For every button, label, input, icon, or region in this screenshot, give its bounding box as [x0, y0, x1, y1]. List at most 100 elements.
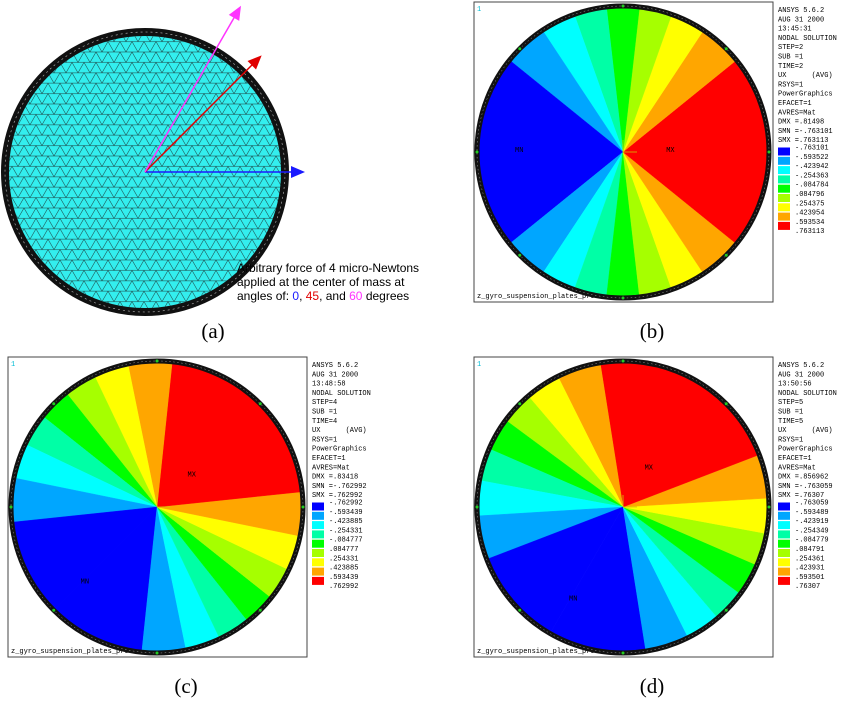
node-marker — [622, 297, 625, 300]
legend-header: RSYS=1 — [778, 436, 803, 444]
node-marker — [259, 402, 262, 405]
legend-header: SMN =-.763059 — [778, 483, 833, 491]
legend-header: AUG 31 2000 — [312, 371, 358, 379]
legend-header: NODAL SOLUTION — [312, 390, 371, 398]
node-marker — [768, 151, 771, 154]
legend-level: -.254331 — [329, 527, 363, 535]
legend-level: -.763059 — [795, 500, 829, 508]
node-marker — [259, 609, 262, 612]
legend-level: -.423885 — [329, 518, 363, 526]
figure: Arbitrary force of 4 micro-Newtons appli… — [0, 0, 841, 709]
legend-header: NODAL SOLUTION — [778, 35, 837, 43]
legend-level: .763113 — [795, 228, 824, 236]
min-marker: MN — [81, 578, 89, 586]
legend-level: .084796 — [795, 191, 824, 199]
legend-level: -.254349 — [795, 527, 829, 535]
legend-swatch — [312, 549, 324, 557]
legend-header: UX (AVG) — [312, 427, 367, 435]
angle-value: 45 — [306, 289, 320, 303]
annotation-text: , — [299, 289, 306, 303]
legend-level: -.763101 — [795, 145, 829, 153]
legend-swatch — [778, 194, 790, 202]
legend-header: RSYS=1 — [778, 81, 803, 89]
legend-header: AVRES=Mat — [312, 464, 350, 472]
legend-swatch — [778, 203, 790, 211]
legend-swatch — [312, 521, 324, 529]
result-panel: 1z_gyro_suspension_plates_proofmassMNMXA… — [474, 357, 837, 698]
legend-level: .084777 — [329, 546, 358, 554]
legend-header: 13:45:31 — [778, 26, 812, 34]
legend-swatch — [778, 148, 790, 156]
node-marker — [156, 652, 159, 655]
page: { "panel_a": { "annotation": ["Arbitrary… — [0, 0, 841, 709]
legend-swatch — [312, 540, 324, 548]
node-marker — [725, 402, 728, 405]
legend-swatch — [778, 568, 790, 576]
legend-header: NODAL SOLUTION — [778, 390, 837, 398]
legend-level: .423885 — [329, 565, 358, 573]
legend-header: AUG 31 2000 — [778, 371, 824, 379]
legend-swatch — [778, 185, 790, 193]
legend-level: -.593439 — [329, 509, 363, 517]
annotation-text: , and — [319, 289, 349, 303]
legend-swatch — [778, 530, 790, 538]
legend-header: TIME=2 — [778, 63, 803, 71]
legend-header: DMX =.83418 — [312, 474, 358, 482]
legend-header: ANSYS 5.6.2 — [312, 362, 358, 370]
result-panel: 1z_gyro_suspension_plates_proofmassMNMXA… — [8, 357, 371, 698]
legend-header: STEP=4 — [312, 399, 337, 407]
legend-level: .254375 — [795, 200, 824, 208]
legend-header: AVRES=Mat — [778, 464, 816, 472]
legend-level: -.423919 — [795, 518, 829, 526]
node-marker — [156, 360, 159, 363]
annotation: Arbitrary force of 4 micro-Newtons — [237, 261, 419, 275]
legend-header: 13:50:56 — [778, 381, 812, 389]
caption: (a) — [201, 319, 224, 343]
node-marker — [10, 506, 13, 509]
legend-level: .76307 — [795, 583, 820, 591]
node-marker — [518, 47, 521, 50]
legend-level: .593439 — [329, 574, 358, 582]
legend-header: RSYS=1 — [312, 436, 337, 444]
node-marker — [518, 254, 521, 257]
caption: (d) — [640, 674, 665, 698]
legend-header: SMN =-.762992 — [312, 483, 367, 491]
legend-header: PowerGraphics — [312, 446, 367, 454]
legend-level: -.254363 — [795, 172, 829, 180]
max-marker: MX — [645, 465, 654, 473]
node-marker — [52, 402, 55, 405]
legend-swatch — [778, 577, 790, 585]
node-marker — [622, 360, 625, 363]
min-marker: MN — [569, 596, 577, 604]
caption: (c) — [174, 674, 197, 698]
legend-swatch — [778, 512, 790, 520]
node-marker — [725, 47, 728, 50]
node-marker — [622, 5, 625, 8]
legend-header: SMN =-.763101 — [778, 128, 833, 136]
legend-swatch — [778, 175, 790, 183]
legend-swatch — [312, 577, 324, 585]
legend-header: AUG 31 2000 — [778, 16, 824, 24]
node-marker — [52, 609, 55, 612]
legend-swatch — [778, 540, 790, 548]
legend-header: TIME=4 — [312, 418, 337, 426]
annotation-text: degrees — [362, 289, 409, 303]
legend-header: STEP=2 — [778, 44, 803, 52]
legend-header: ANSYS 5.6.2 — [778, 362, 824, 370]
legend-header: SUB =1 — [778, 54, 803, 62]
legend-swatch — [778, 213, 790, 221]
legend-level: -.084784 — [795, 182, 829, 190]
legend-swatch — [312, 530, 324, 538]
angle-value: 60 — [349, 289, 363, 303]
legend-header: PowerGraphics — [778, 91, 833, 99]
legend-swatch — [778, 157, 790, 165]
node-marker — [518, 609, 521, 612]
panel-a: Arbitrary force of 4 micro-Newtons appli… — [0, 6, 419, 343]
legend-header: DMX =.81498 — [778, 119, 824, 127]
window-number: 1 — [477, 6, 481, 14]
legend-level: -.593489 — [795, 509, 829, 517]
legend-header: EFACET=1 — [778, 455, 812, 463]
legend-swatch — [312, 503, 324, 511]
legend-header: UX (AVG) — [778, 427, 833, 435]
